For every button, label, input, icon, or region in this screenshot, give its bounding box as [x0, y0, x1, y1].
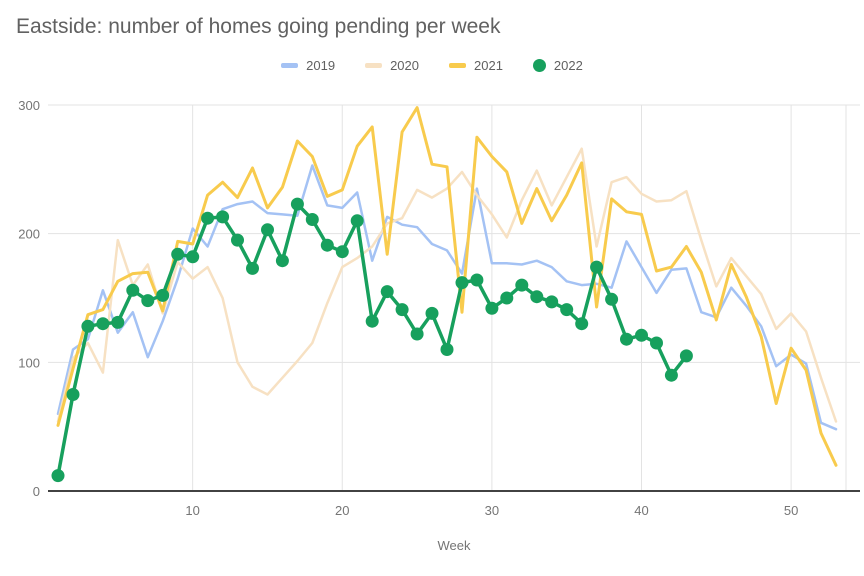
x-tick-label-20: 20 [335, 503, 349, 518]
data-point-2022-week-40[interactable] [635, 328, 648, 342]
data-point-2022-week-37[interactable] [590, 260, 604, 274]
legend-line-icon-2020 [365, 63, 383, 68]
data-point-2022-week-27[interactable] [440, 343, 454, 356]
data-point-2022-week-29[interactable] [470, 273, 484, 287]
x-axis-title: Week [438, 538, 471, 553]
x-tick-label-10: 10 [185, 503, 199, 518]
legend-label-2020: 2020 [390, 58, 419, 73]
data-point-2022-week-14[interactable] [246, 261, 259, 275]
data-point-2022-week-35[interactable] [560, 303, 574, 317]
series-2021-line[interactable] [56, 106, 838, 467]
data-point-2022-week-16[interactable] [275, 254, 289, 268]
data-point-2022-week-11[interactable] [201, 211, 215, 225]
data-point-2022-week-21[interactable] [350, 214, 364, 228]
legend-label-2021: 2021 [474, 58, 503, 73]
data-point-2022-week-32[interactable] [515, 278, 529, 292]
y-tick-label-200: 200 [18, 227, 40, 242]
data-point-2022-week-18[interactable] [305, 213, 319, 226]
data-point-2022-week-2[interactable] [66, 388, 80, 401]
data-point-2022-week-3[interactable] [81, 319, 95, 333]
data-point-2022-week-41[interactable] [650, 336, 663, 350]
data-point-2022-week-1[interactable] [51, 469, 65, 483]
data-point-2022-week-7[interactable] [141, 294, 155, 308]
data-point-2022-week-12[interactable] [216, 210, 230, 224]
legend-line-icon-2019 [281, 63, 299, 68]
data-point-2022-week-4[interactable] [96, 317, 110, 331]
legend-item-2021[interactable]: 2021 [449, 58, 503, 73]
data-point-2022-week-5[interactable] [111, 315, 125, 329]
data-point-2022-week-33[interactable] [530, 290, 544, 304]
x-tick-label-40: 40 [634, 503, 648, 518]
chart-title: Eastside: number of homes going pending … [16, 15, 501, 38]
data-point-2022-week-28[interactable] [455, 276, 469, 290]
data-point-2022-week-24[interactable] [395, 303, 409, 317]
data-point-2022-week-30[interactable] [485, 301, 499, 315]
legend-label-2019: 2019 [306, 58, 336, 73]
data-point-2022-week-38[interactable] [605, 292, 619, 306]
y-tick-label-0: 0 [33, 484, 40, 499]
data-point-2022-week-31[interactable] [500, 291, 514, 305]
x-tick-label-50: 50 [784, 503, 798, 518]
series-2020-line[interactable] [56, 147, 838, 423]
data-point-2022-week-17[interactable] [290, 197, 304, 211]
data-point-2022-week-22[interactable] [365, 314, 379, 328]
y-tick-label-100: 100 [18, 355, 40, 370]
data-point-2022-week-6[interactable] [126, 283, 140, 297]
data-point-2022-week-15[interactable] [261, 223, 274, 237]
data-point-2022-week-26[interactable] [425, 306, 439, 320]
data-point-2022-week-39[interactable] [620, 332, 633, 346]
data-point-2022-week-8[interactable] [156, 288, 170, 302]
data-point-2022-week-36[interactable] [575, 317, 589, 331]
y-tick-label-300: 300 [18, 98, 40, 113]
data-point-2022-week-23[interactable] [380, 285, 394, 299]
legend-line-icon-2021 [449, 63, 466, 68]
legend-item-2019[interactable]: 2019 [281, 58, 335, 73]
data-point-2022-week-42[interactable] [664, 368, 678, 382]
data-point-2022-week-19[interactable] [320, 238, 334, 252]
x-tick-label-30: 30 [485, 503, 499, 518]
data-point-2022-week-34[interactable] [545, 295, 559, 309]
data-point-2022-week-13[interactable] [231, 233, 244, 247]
data-point-2022-week-10[interactable] [186, 250, 200, 264]
legend-dot-icon-2022 [532, 59, 546, 72]
legend-item-2022[interactable]: 2022 [532, 58, 583, 73]
data-point-2022-week-20[interactable] [335, 245, 349, 259]
chart-legend: 2019 2020 2021 2022 [0, 58, 864, 73]
legend-label-2022: 2022 [553, 58, 583, 73]
data-point-2022-week-43[interactable] [679, 349, 693, 363]
data-point-2022-week-9[interactable] [171, 247, 185, 261]
series-2019-line[interactable] [56, 164, 838, 431]
legend-item-2020[interactable]: 2020 [365, 58, 419, 73]
data-point-2022-week-25[interactable] [410, 327, 424, 341]
